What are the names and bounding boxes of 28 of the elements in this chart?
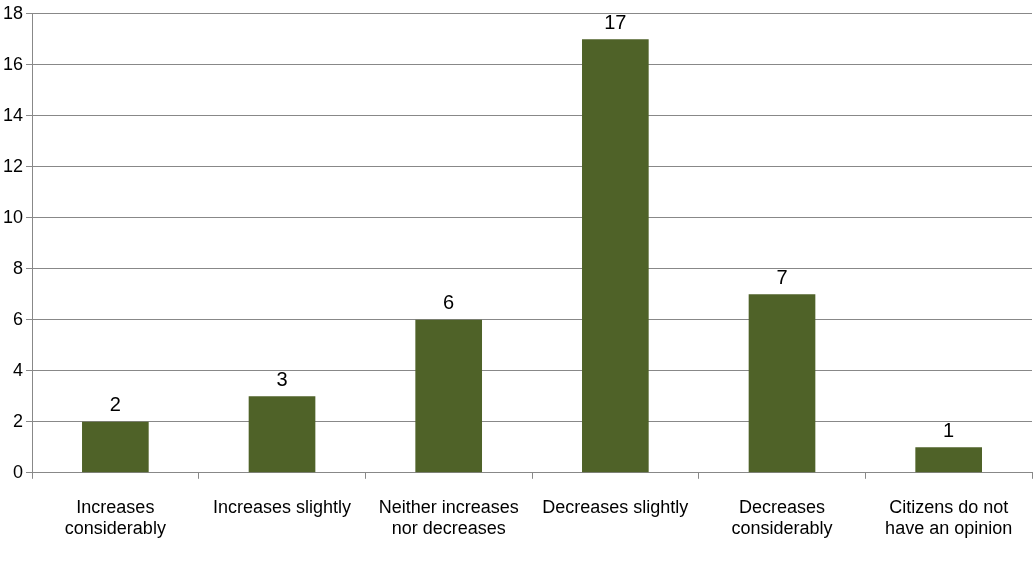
data-label: 6 (443, 291, 455, 314)
y-tick-label: 12 (2, 155, 24, 176)
data-label: 2 (109, 393, 121, 416)
x-tick-label: Increases slightly (212, 496, 352, 517)
data-label: 7 (776, 265, 788, 288)
y-tick-label: 10 (2, 206, 24, 227)
bar (748, 294, 816, 473)
x-tick-label: Citizens do not have an opinion (885, 496, 1013, 539)
x-tick-label: Decreases considerably (731, 496, 833, 539)
bar (248, 396, 316, 473)
bar (415, 319, 483, 473)
bar (582, 39, 649, 473)
bar (915, 447, 982, 473)
data-label: 1 (943, 418, 955, 441)
data-label: 3 (276, 367, 288, 390)
y-tick-label: 2 (13, 410, 24, 431)
y-tick-label: 0 (13, 461, 24, 482)
y-tick-label: 8 (13, 257, 24, 278)
y-tick-label: 4 (13, 359, 24, 380)
bar (82, 421, 149, 473)
y-tick-label: 18 (2, 2, 24, 23)
data-label: 17 (604, 10, 627, 33)
x-tick-label: Increases considerably (64, 496, 166, 539)
x-tick-label: Decreases slightly (542, 496, 689, 517)
y-tick-label: 6 (13, 308, 24, 329)
x-tick-label: Neither increases nor decreases (378, 496, 519, 539)
y-tick-label: 16 (2, 53, 24, 74)
y-tick-label: 14 (2, 104, 24, 125)
